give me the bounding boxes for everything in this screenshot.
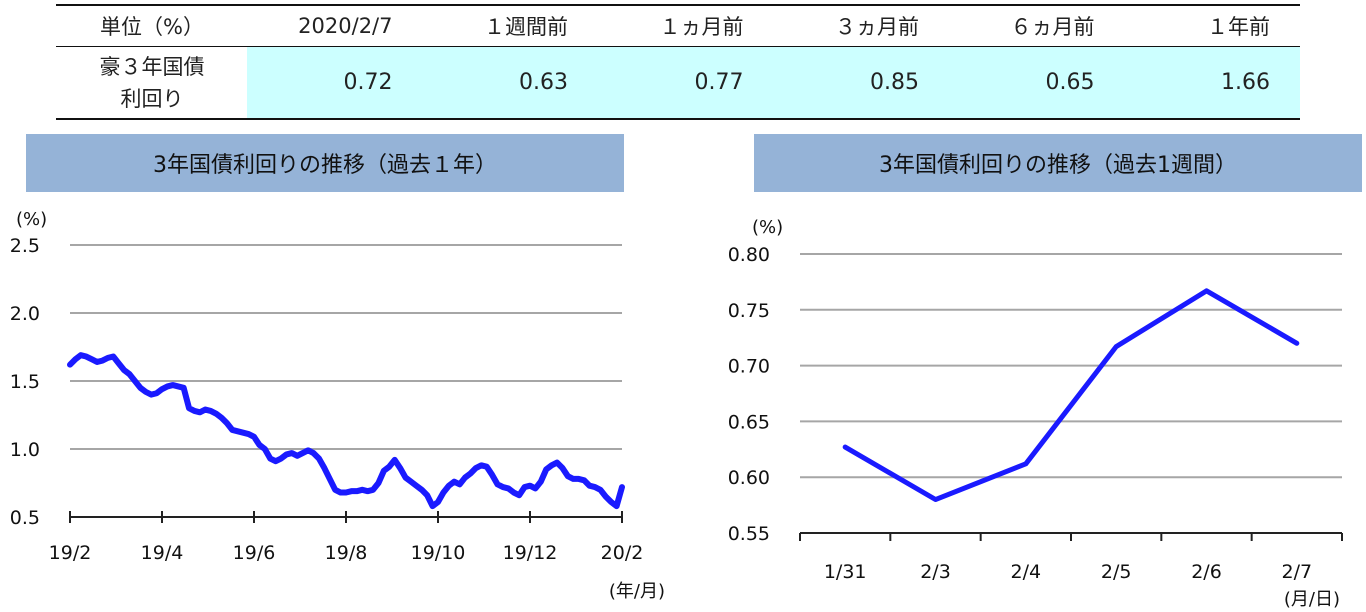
y-tick-label: 1.5 bbox=[10, 371, 40, 393]
table-header-1year: １年前 bbox=[1124, 4, 1300, 47]
series-line bbox=[842, 288, 1300, 503]
x-tick-label: 20/2 bbox=[601, 542, 644, 564]
y-unit-label: (%) bbox=[16, 209, 47, 230]
x-tick-label: 19/8 bbox=[325, 542, 368, 564]
y-unit-label: (%) bbox=[752, 217, 783, 238]
x-tick-label: 19/10 bbox=[411, 542, 466, 564]
table-header-row: 単位（%） 2020/2/7 １週間前 １ヵ月前 ３ヵ月前 ６ヵ月前 １年前 bbox=[56, 4, 1300, 47]
y-tick-label: 0.65 bbox=[728, 411, 770, 433]
x-tick-label: 2/5 bbox=[1101, 561, 1132, 583]
table-header-unit: 単位（%） bbox=[56, 4, 247, 47]
row-label-line2: 利回り bbox=[120, 86, 184, 111]
yield-summary-table: 単位（%） 2020/2/7 １週間前 １ヵ月前 ３ヵ月前 ６ヵ月前 １年前 豪… bbox=[56, 4, 1300, 120]
x-tick-label: 19/4 bbox=[141, 542, 184, 564]
y-tick-label: 0.75 bbox=[728, 300, 770, 322]
table-cell-3month: 0.85 bbox=[773, 46, 949, 120]
table-header-1week: １週間前 bbox=[422, 4, 598, 47]
table-cell-date: 0.72 bbox=[247, 46, 423, 120]
row-label-line1: 豪３年国債 bbox=[99, 54, 205, 79]
table-row: 豪３年国債 利回り 0.72 0.63 0.77 0.85 0.65 1.66 bbox=[56, 46, 1300, 120]
table-row-label: 豪３年国債 利回り bbox=[56, 46, 247, 120]
table-header-6month: ６ヵ月前 bbox=[949, 4, 1125, 47]
table-header-1month: １ヵ月前 bbox=[598, 4, 774, 47]
y-tick-label: 0.60 bbox=[728, 467, 770, 489]
y-tick-label: 0.80 bbox=[728, 244, 770, 266]
y-tick-label: 0.70 bbox=[728, 356, 770, 378]
x-tick-label: 19/2 bbox=[49, 542, 92, 564]
table-cell-6month: 0.65 bbox=[949, 46, 1125, 120]
x-tick-label: 19/6 bbox=[233, 542, 276, 564]
x-tick-label: 19/12 bbox=[503, 542, 558, 564]
x-unit-label: (年/月) bbox=[609, 581, 665, 602]
y-tick-label: 2.0 bbox=[10, 303, 40, 325]
y-tick-label: 0.5 bbox=[10, 507, 40, 529]
chart-title-week: 3年国債利回りの推移（過去1週間） bbox=[754, 134, 1362, 192]
table-header-3month: ３ヵ月前 bbox=[773, 4, 949, 47]
table-cell-1month: 0.77 bbox=[598, 46, 774, 120]
series-line bbox=[67, 352, 625, 510]
x-tick-label: 2/7 bbox=[1282, 561, 1313, 583]
table-cell-1week: 0.63 bbox=[422, 46, 598, 120]
table-header-date: 2020/2/7 bbox=[247, 4, 423, 47]
x-tick-label: 2/3 bbox=[920, 561, 951, 583]
chart-title-year: 3年国債利回りの推移（過去１年） bbox=[26, 134, 624, 192]
y-tick-label: 1.0 bbox=[10, 439, 40, 461]
x-tick-label: 1/31 bbox=[824, 561, 867, 583]
table-cell-1year: 1.66 bbox=[1124, 46, 1300, 120]
x-tick-label: 2/6 bbox=[1191, 561, 1222, 583]
y-tick-label: 2.5 bbox=[10, 235, 40, 257]
y-tick-label: 0.55 bbox=[728, 523, 770, 545]
x-tick-label: 2/4 bbox=[1011, 561, 1042, 583]
x-unit-label: (月/日) bbox=[1284, 589, 1340, 610]
